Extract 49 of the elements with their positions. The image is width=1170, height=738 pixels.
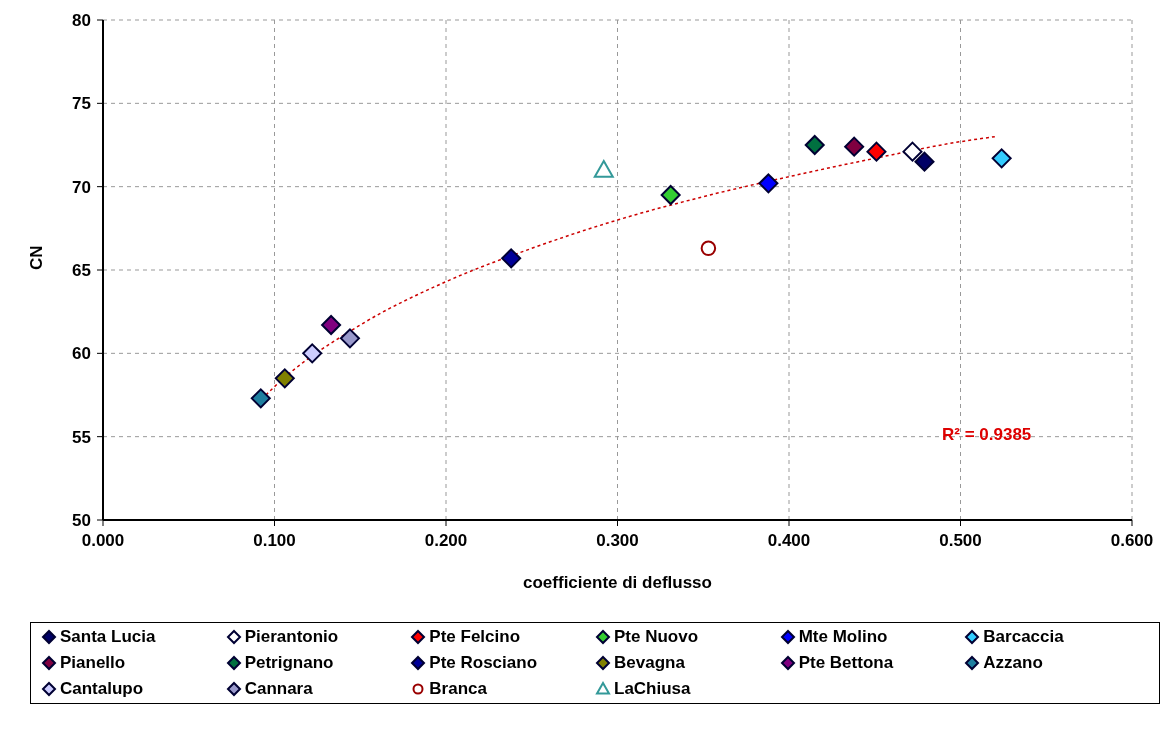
y-tick-label: 50 [72, 511, 91, 531]
point [991, 148, 1012, 169]
point [700, 240, 717, 257]
legend-label: Azzano [983, 653, 1043, 673]
point [902, 141, 923, 162]
point [758, 173, 779, 194]
legend-label: Pierantonio [244, 627, 339, 647]
legend-label: Cantalupo [60, 679, 144, 699]
legend-label: Pte Bettona [798, 653, 894, 673]
point [866, 141, 887, 162]
point [914, 151, 935, 172]
legend-label: Barcaccia [983, 627, 1064, 647]
y-tick-label: 55 [72, 427, 91, 447]
y-tick-label: 75 [72, 94, 91, 114]
point [250, 388, 271, 409]
legend-label: Pte Nuovo [614, 627, 699, 647]
x-tick-label: 0.400 [767, 531, 811, 551]
point [593, 160, 614, 178]
x-axis-title: coefficiente di deflusso [523, 573, 712, 592]
y-tick-label: 70 [72, 177, 91, 197]
x-tick-label: 0.200 [424, 531, 468, 551]
x-tick-label: 0.600 [1110, 531, 1154, 551]
legend-label: Mte Molino [798, 627, 888, 647]
legend-label: Branca [429, 679, 487, 699]
point [660, 185, 681, 205]
point [302, 343, 323, 364]
legend-label: Pte Rosciano [429, 653, 538, 673]
annotation: R² = 0.9385 [942, 425, 1032, 444]
legend-label: Pte Felcino [429, 627, 521, 647]
legend-label: Santa Lucia [60, 627, 156, 647]
legend-label: LaChiusa [614, 679, 691, 699]
legend-label: Pianello [60, 653, 126, 673]
legend-label: Cannara [244, 679, 313, 699]
y-tick-label: 80 [72, 11, 91, 31]
y-axis-title: CN [27, 245, 47, 270]
y-tick-label: 60 [72, 344, 91, 364]
x-tick-label: 0.000 [81, 531, 125, 551]
x-tick-label: 0.300 [596, 531, 639, 551]
point [339, 328, 360, 349]
point [274, 368, 295, 389]
point [844, 136, 865, 157]
x-tick-label: 0.500 [939, 531, 982, 551]
point [321, 315, 342, 335]
x-tick-label: 0.100 [253, 531, 296, 551]
y-tick-label: 65 [72, 261, 91, 281]
legend-label: Petrignano [244, 653, 334, 673]
point [804, 135, 825, 155]
point [501, 248, 522, 269]
legend-label: Bevagna [614, 653, 685, 673]
